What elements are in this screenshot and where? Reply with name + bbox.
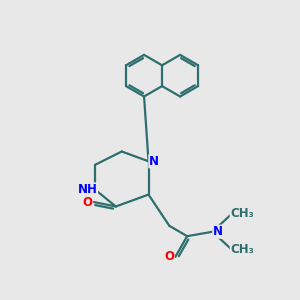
Text: O: O <box>164 250 174 263</box>
Text: O: O <box>82 196 93 208</box>
Text: NH: NH <box>78 183 98 196</box>
Text: N: N <box>213 225 223 238</box>
Text: CH₃: CH₃ <box>230 243 254 256</box>
Text: CH₃: CH₃ <box>230 207 254 220</box>
Text: N: N <box>149 155 159 168</box>
